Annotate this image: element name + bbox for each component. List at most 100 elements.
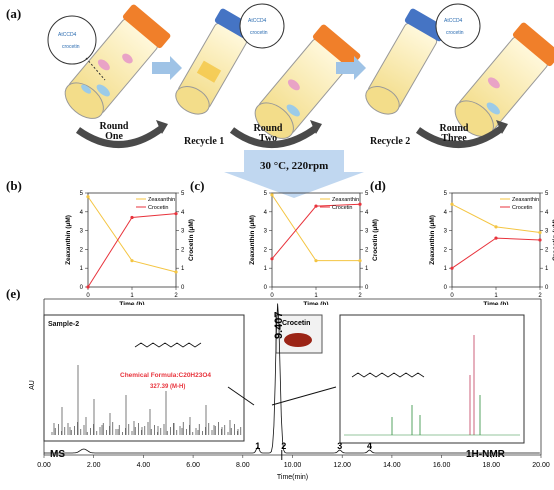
tube-round-one — [64, 4, 171, 119]
x-tick-label: 0.00 — [37, 462, 51, 469]
legend-label: Zeaxanthin — [148, 197, 175, 203]
x-tick-label: 0 — [270, 293, 274, 299]
peak-number-label: 1 — [255, 441, 260, 451]
nmr-spectrum-peaks — [344, 335, 520, 436]
data-point-crocetin — [494, 236, 498, 240]
round-arrow-2 — [229, 125, 319, 148]
y-axis-label-left: Zeaxanthin (μM) — [249, 215, 256, 265]
y-tick-label-left: 4 — [264, 210, 268, 216]
y-tick-label-left: 0 — [264, 285, 268, 291]
round-arrow-3 — [415, 125, 505, 148]
y-tick-label-right: 4 — [545, 210, 549, 216]
x-tick-label: 8.00 — [236, 462, 250, 469]
legend-label: Zeaxanthin — [512, 197, 539, 203]
y-tick-label-left: 4 — [444, 210, 448, 216]
x-tick-label: 6.00 — [186, 462, 200, 469]
data-point-zeaxanthin — [358, 259, 362, 263]
y-tick-label-right: 3 — [545, 229, 549, 235]
step-round-three: Round Three — [439, 123, 469, 144]
y-tick-label-right: 2 — [545, 247, 549, 253]
x-tick-label: 10.00 — [284, 462, 302, 469]
data-point-zeaxanthin — [86, 195, 90, 199]
ms-structure-icon — [134, 342, 202, 348]
round-arrow-1 — [75, 125, 165, 148]
legend-label: Crocetin — [332, 205, 352, 211]
ms-formula: Chemical Formula:C20H23O4 — [120, 372, 211, 379]
y-tick-label-right: 4 — [181, 210, 185, 216]
panel-label-b: (b) — [6, 178, 22, 193]
series-line-crocetin — [87, 213, 177, 288]
y-tick-label-right: 1 — [181, 266, 185, 272]
y-tick-label-right: 1 — [365, 266, 369, 272]
panel-label-e: (e) — [6, 286, 21, 301]
x-axis-label: Time (h) — [119, 301, 144, 305]
y-tick-label-right: 5 — [545, 191, 549, 197]
main-peak-label: 9.407 — [273, 311, 285, 339]
step-recycle-1: Recycle 1 — [184, 136, 225, 147]
data-point-zeaxanthin — [174, 270, 178, 274]
chromatogram-panel: Sample-2 Chemical Formula:C20H23O4 327.3… — [29, 298, 550, 481]
bubble-1 — [47, 15, 97, 65]
crocetin-powder — [284, 333, 312, 347]
peak-number-label: 4 — [367, 441, 372, 451]
data-point-crocetin — [450, 266, 454, 270]
y-tick-label-left: 5 — [264, 191, 268, 197]
arrow-1 — [152, 56, 182, 80]
data-point-zeaxanthin — [314, 259, 318, 263]
y-axis-label-right: Crocetin (μM) — [372, 219, 379, 261]
y-tick-label-left: 0 — [444, 285, 448, 291]
ms-spectrum-peaks — [51, 365, 242, 435]
x-tick-label: 4.00 — [137, 462, 151, 469]
y-tick-label-left: 2 — [444, 247, 448, 253]
y-tick-label-right: 3 — [181, 229, 185, 235]
y-tick-label-left: 1 — [264, 266, 268, 272]
condition-arrow — [224, 150, 364, 198]
x-axis-label: Time (h) — [303, 301, 328, 305]
svg-text:crocetin: crocetin — [250, 30, 268, 36]
legend-label: Crocetin — [148, 205, 168, 211]
panel-label-a: (a) — [6, 6, 22, 21]
y-tick-label-right: 4 — [365, 210, 369, 216]
step-round-one: Round One — [99, 121, 129, 142]
bubble1-text-2: crocetin — [62, 44, 80, 50]
y-tick-label-right: 3 — [365, 229, 369, 235]
series-line-crocetin — [271, 203, 361, 260]
y-tick-label-right: 1 — [545, 266, 549, 272]
nmr-inset-frame — [339, 314, 525, 444]
x-tick-label: 12.00 — [333, 462, 351, 469]
x-tick-label: 2 — [358, 293, 362, 299]
y-tick-label-right: 0 — [545, 285, 549, 291]
data-point-crocetin — [270, 257, 274, 261]
panel-label-c: (c) — [190, 178, 205, 193]
data-point-crocetin — [130, 215, 134, 220]
x-axis-label: Time (h) — [483, 301, 508, 305]
y-tick-label-right: 2 — [365, 247, 369, 253]
y-tick-label-left: 1 — [444, 266, 448, 272]
x-tick-label: 1 — [494, 293, 498, 299]
y-axis-label-left: Zeaxanthin (μM) — [65, 215, 72, 265]
data-point-crocetin — [86, 285, 90, 289]
y-tick-label-right: 2 — [181, 247, 185, 253]
bubble-2 — [239, 3, 285, 49]
peak-number-label: 3 — [337, 441, 342, 451]
panel-a-illustration: AtCCD4 crocetin AtCCD4 crocetin AtCCD4 c… — [47, 3, 554, 198]
y-tick-label-left: 2 — [80, 247, 84, 253]
y-tick-label-left: 3 — [444, 229, 448, 235]
y-tick-label-left: 5 — [444, 191, 448, 197]
data-point-crocetin — [174, 212, 178, 216]
y-tick-label-left: 3 — [264, 229, 268, 235]
ms-inset-frame — [43, 314, 245, 442]
y-tick-label-right: 5 — [181, 191, 185, 197]
ms-mass: 327.39 (M-H) — [150, 384, 185, 390]
y-tick-label-left: 3 — [80, 229, 84, 235]
x-tick-label: 2 — [174, 293, 178, 299]
y-axis-label-left: Zeaxanthin (μM) — [429, 215, 436, 265]
nmr-structure-icon — [351, 372, 425, 378]
data-point-zeaxanthin — [130, 259, 134, 263]
peak-number-label: 2 — [281, 441, 286, 451]
svg-text:crocetin: crocetin — [446, 30, 464, 36]
ms-title: Sample-2 — [48, 321, 79, 328]
